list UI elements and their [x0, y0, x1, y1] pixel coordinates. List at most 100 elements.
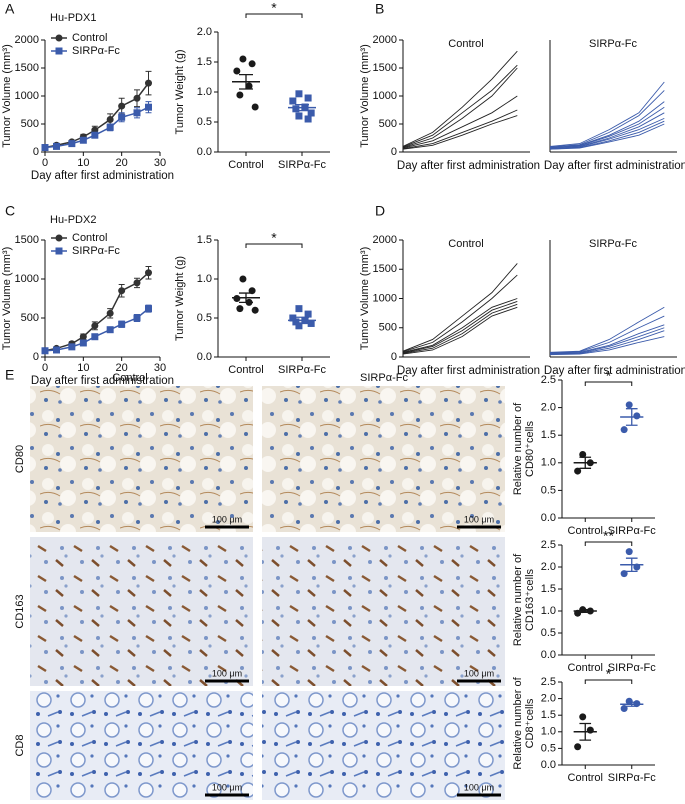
data-point: [239, 275, 247, 283]
series-line: [549, 81, 665, 147]
data-point: [53, 346, 60, 354]
column-title: Control: [112, 372, 147, 384]
y-axis-label: Tumor Volume (mm³): [359, 247, 371, 351]
x-axis-label: Day after first administration: [31, 375, 174, 387]
y-tick-label: 1.0: [541, 605, 556, 617]
data-point: [251, 103, 259, 111]
error-bar: [579, 456, 592, 469]
legend-marker: [55, 247, 63, 255]
y-axis-label: Relative number of: [512, 676, 524, 769]
error-bar: [239, 292, 253, 304]
data-point: [106, 326, 114, 334]
series-line: [402, 300, 518, 354]
data-point: [625, 697, 633, 705]
y-axis-label: CD163⁺cells: [524, 568, 536, 631]
error-bar: [295, 103, 309, 112]
y-tick-label: 0.5: [541, 627, 556, 639]
y-tick-label: 1500: [373, 62, 397, 74]
y-tick-label: 0.0: [541, 649, 556, 661]
data-point: [620, 570, 628, 578]
y-tick-label: 1.0: [197, 86, 212, 98]
x-axis-label: Day after first administration: [544, 365, 685, 377]
y-tick-label: 2.5: [541, 374, 556, 386]
data-point: [145, 79, 152, 87]
legend-marker: [55, 47, 63, 55]
panel-label: D: [375, 203, 385, 219]
data-point: [307, 319, 315, 327]
x-tick-label: SIRPα-Fc: [608, 662, 656, 674]
series-line: [402, 263, 518, 352]
data-point: [304, 94, 312, 102]
legend-label: SIRPα-Fc: [72, 45, 120, 57]
chart-title: Hu-PDX1: [50, 12, 96, 24]
series-line: [549, 106, 665, 149]
series-line: [402, 115, 518, 150]
x-tick-label: Control: [228, 159, 263, 171]
data-point: [295, 322, 303, 330]
y-tick-label: 2000: [15, 34, 39, 46]
data-point: [633, 412, 641, 420]
legend-label: Control: [72, 32, 107, 44]
significance-label: *: [606, 666, 612, 682]
significance-bracket: [584, 679, 633, 684]
micrograph: [30, 691, 253, 800]
y-tick-label: 0: [391, 351, 397, 363]
scale-bar-label: 100 μm: [464, 782, 494, 792]
significance-label: *: [606, 368, 612, 384]
data-point: [586, 726, 594, 734]
data-point: [106, 309, 114, 317]
data-point: [91, 322, 99, 330]
series-line: [402, 95, 518, 149]
series-line: [549, 336, 665, 356]
y-tick-label: 0: [391, 146, 397, 158]
y-tick-label: 0: [33, 146, 39, 158]
x-axis-label: Day after first administration: [397, 365, 540, 377]
error-bar: [625, 557, 638, 573]
data-point: [145, 103, 152, 111]
data-point: [239, 55, 247, 63]
x-tick-label: 20: [116, 157, 128, 169]
x-tick-label: 0: [42, 157, 48, 169]
x-axis-label: Day after first administration: [397, 160, 540, 172]
data-point: [304, 115, 312, 123]
series-line: [549, 90, 665, 148]
legend-label: Control: [72, 232, 107, 244]
x-tick-label: SIRPα-Fc: [608, 772, 656, 784]
chart-title: SIRPα-Fc: [589, 38, 637, 50]
x-tick-label: 30: [154, 362, 166, 374]
y-tick-label: 1.5: [197, 234, 212, 246]
data-point: [41, 347, 49, 355]
y-axis-label: Tumor Volume (mm³): [1, 44, 13, 148]
data-point: [251, 306, 259, 314]
scale-bar-label: 100 μm: [464, 514, 494, 524]
series-line: [549, 117, 665, 150]
row-label: CD163: [14, 594, 26, 628]
data-point: [133, 109, 141, 117]
y-tick-label: 0.0: [197, 146, 212, 158]
data-point: [620, 426, 628, 434]
y-tick-label: 1000: [15, 273, 39, 285]
data-point: [118, 287, 126, 295]
panel-label: B: [375, 1, 384, 17]
y-tick-label: 0.0: [541, 759, 556, 771]
micrograph: [262, 691, 505, 800]
data-point: [289, 314, 297, 322]
series-line: [549, 330, 665, 355]
row-label: CD80: [14, 445, 26, 473]
data-point: [574, 743, 582, 751]
y-axis-label: Tumor Weight (g): [174, 256, 186, 341]
y-tick-label: 1500: [373, 263, 397, 275]
y-axis-label: Relative number of: [512, 402, 524, 495]
data-point: [295, 305, 303, 313]
data-point: [106, 123, 114, 131]
data-point: [236, 91, 244, 99]
micrograph: [30, 386, 253, 532]
legend-label: SIRPα-Fc: [72, 245, 120, 257]
y-tick-label: 1500: [15, 62, 39, 74]
chart-title: Hu-PDX2: [50, 214, 96, 226]
scale-bar-label: 100 μm: [464, 668, 494, 678]
data-point: [620, 705, 628, 713]
x-tick-label: Control: [568, 525, 603, 537]
data-point: [91, 333, 99, 341]
